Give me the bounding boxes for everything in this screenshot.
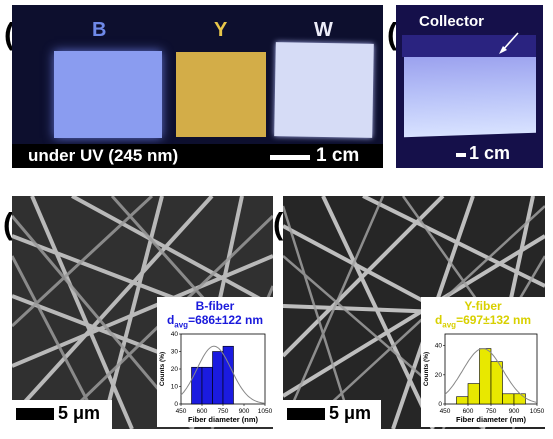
histogram-bar	[201, 366, 213, 405]
swatch-label-w: W	[314, 19, 333, 41]
histogram-bar	[456, 396, 469, 405]
x-tick-label: 600	[463, 408, 474, 415]
y-tick-label: 30	[171, 349, 179, 356]
x-tick-label: 750	[486, 408, 497, 415]
scale-label: 5 μm	[58, 403, 101, 423]
y-tick-label: 0	[438, 401, 442, 408]
y-tick-label: 40	[435, 343, 443, 350]
y-tick-label: 10	[171, 384, 179, 391]
yellow-sample-swatch	[176, 52, 266, 137]
x-tick-label: 900	[509, 408, 520, 415]
y-axis-label: Counts (%)	[159, 352, 166, 386]
scale-bar	[456, 153, 466, 157]
average-diameter: davg=686±122 nm	[166, 313, 264, 330]
inset-title: Y-fiber	[464, 299, 502, 313]
collector-photo-panel: Collector 1 cm	[396, 5, 543, 168]
scale-box: 5 μm	[283, 400, 381, 429]
histogram-bar	[502, 393, 515, 405]
scale-label: 5 μm	[329, 403, 372, 423]
scale-bar	[16, 408, 54, 420]
x-tick-label: 1050	[530, 408, 545, 415]
x-tick-label: 600	[197, 408, 208, 415]
histogram-bar	[212, 351, 224, 405]
collector-sheet	[404, 50, 536, 138]
x-axis-label: Fiber diameter (nm)	[188, 415, 259, 424]
histogram-chart: 450 600 750 900 1050 0 20 40 Fiber diameter (nm)…	[423, 333, 545, 424]
white-sample-swatch	[274, 42, 374, 138]
uv-caption: under UV (245 nm)	[28, 146, 179, 165]
y-tick-label: 40	[171, 331, 179, 338]
histogram-chart: 450 600 750 900 1050 0 10 20 30 40 Fiber diameter …	[159, 331, 273, 424]
y-axis-label: Counts (%)	[423, 352, 430, 386]
histogram-inset-d: Y-fiber davg=697±132 nm 450 600 750 900 1050…	[421, 297, 545, 427]
scale-bar	[270, 155, 310, 160]
swatch-label-y: Y	[214, 19, 228, 41]
histogram-bar	[222, 345, 234, 405]
x-tick-label: 900	[239, 408, 250, 415]
scale-label: 1 cm	[316, 145, 360, 166]
scale-box: 5 μm	[12, 400, 112, 429]
x-tick-label: 450	[440, 408, 451, 415]
histogram-inset-c: B-fiber davg=686±122 nm 450 600 750 900 1050…	[157, 297, 273, 427]
gaussian-fit-line	[180, 345, 266, 404]
x-tick-label: 750	[218, 408, 229, 415]
histogram-bar	[191, 366, 203, 405]
histogram-bar	[479, 348, 492, 405]
y-tick-label: 20	[435, 372, 443, 379]
x-tick-label: 450	[176, 408, 187, 415]
scale-bar	[287, 408, 325, 420]
x-tick-label: 1050	[258, 408, 273, 415]
histogram-bar	[467, 383, 480, 405]
histogram-bar	[513, 393, 526, 405]
swatch-label-b: B	[92, 19, 107, 41]
inset-title: B-fiber	[195, 299, 235, 313]
uv-photo-panel: B Y W under UV (245 nm) 1 cm	[12, 5, 383, 168]
caption-bar: under UV (245 nm) 1 cm	[12, 144, 383, 168]
arrow-icon	[499, 32, 519, 54]
blue-sample-swatch	[54, 51, 162, 138]
histogram-bar	[490, 361, 503, 405]
average-diameter: davg=697±132 nm	[434, 313, 532, 330]
x-axis-label: Fiber diameter (nm)	[456, 415, 527, 424]
collector-annotation: Collector	[419, 13, 485, 30]
y-tick-label: 0	[174, 401, 178, 408]
gaussian-fit-line	[444, 348, 538, 403]
y-tick-label: 20	[171, 366, 179, 373]
scale-label: 1 cm	[469, 143, 511, 163]
